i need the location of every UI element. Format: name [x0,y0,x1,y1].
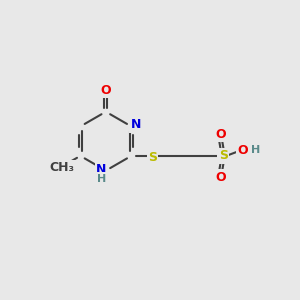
Text: O: O [100,84,111,97]
Text: H: H [251,145,260,155]
Text: O: O [215,171,226,184]
Text: N: N [130,118,141,131]
Text: S: S [219,149,228,162]
Text: O: O [215,128,226,141]
Text: CH₃: CH₃ [50,161,75,174]
Text: N: N [96,163,106,176]
Text: O: O [237,143,248,157]
Text: S: S [148,151,157,164]
Text: H: H [97,174,106,184]
